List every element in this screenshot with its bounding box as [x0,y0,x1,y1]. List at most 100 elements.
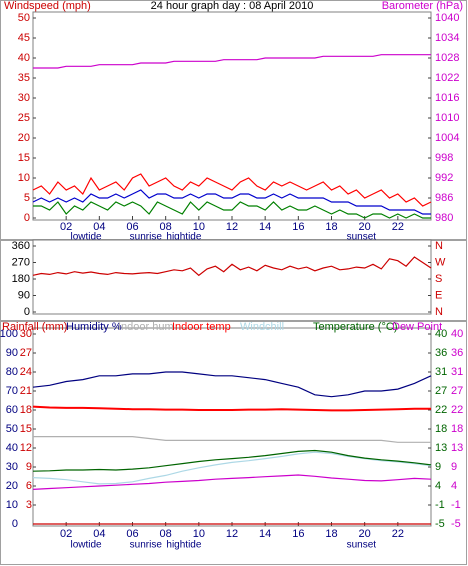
y-tick-label: 9 [26,461,32,473]
series-line [33,436,431,443]
y-tick-label: -1 [451,499,461,511]
legend-label: Humidity % [66,321,122,333]
y-tick-label: 80 [6,366,18,378]
series-line [32,405,431,412]
y-tick-label: 1016 [435,92,459,104]
series-line [32,256,432,277]
y-tick-label: 20 [18,132,30,144]
y-tick-label: 9 [451,461,457,473]
y-tick-label: 0 [24,212,30,224]
y-tick-label: 50 [6,423,18,435]
y-tick-label: 1034 [435,32,459,44]
y-tick-label: 22 [451,404,463,416]
x-tick-label: 10 [193,221,205,233]
y-tick-label: 270 [12,256,30,268]
y-tick-label: 70 [6,385,18,397]
y-tick-label: 1028 [435,52,459,64]
y-tick-label: -1 [435,499,445,511]
y-tick-label: 360 [12,240,30,252]
series-line [32,173,432,207]
y-tick-label: 30 [18,92,30,104]
y-tick-label: S [435,273,442,285]
x-tick-label: 08 [160,528,172,540]
y-tick-label: 1040 [435,12,459,24]
x-tick-label: 06 [126,528,138,540]
x-tick-label: 10 [193,528,205,540]
series-line [32,449,432,472]
y-tick-label: 27 [435,385,447,397]
y-tick-label: 27 [451,385,463,397]
y-tick-label: 9 [435,461,441,473]
y-tick-label: 60 [6,404,18,416]
legend-label: Indoor hum [118,321,174,333]
y-tick-label: 1010 [435,112,459,124]
y-tick-label: 13 [451,442,463,454]
legend-label: Windchill [240,321,284,333]
plot-area [32,327,432,527]
plot-area [32,239,432,315]
y-tick-label: 24 [20,366,32,378]
y-tick-label: 986 [435,192,453,204]
y-tick-label: 980 [435,212,453,224]
x-tick-label: 22 [392,528,404,540]
x-tick-label: 08 [160,221,172,233]
series-line [33,54,431,69]
y-tick-label: 6 [26,480,32,492]
y-tick-label: 4 [435,480,441,492]
x-tick-label: 14 [259,221,271,233]
annotation: lowtide [70,540,102,551]
series-line [33,201,431,219]
y-tick-label: 10 [18,172,30,184]
y-tick-label: N [435,306,443,318]
annotation: hightide [166,540,201,551]
y-tick-label: N [435,240,443,252]
y-tick-label: -5 [435,518,445,530]
y-tick-label: 22 [435,404,447,416]
y-tick-label: 30 [20,328,32,340]
y-tick-label: 12 [20,442,32,454]
legend-label: Temperature (°C) [313,321,397,333]
y-tick-label: W [435,256,446,268]
y2-axis-label: Barometer (hPa) [382,0,463,12]
annotation: hightide [166,232,201,243]
y-tick-label: 13 [435,442,447,454]
y-tick-label: 25 [18,112,30,124]
x-tick-label: 02 [60,221,72,233]
y-tick-label: 180 [12,273,30,285]
x-tick-label: 02 [60,528,72,540]
y-tick-label: 31 [435,366,447,378]
x-tick-label: 12 [226,528,238,540]
y-tick-label: 50 [18,12,30,24]
y-tick-label: 21 [20,385,32,397]
y-tick-label: 18 [451,423,463,435]
y-tick-label: 5 [24,192,30,204]
annotation: sunrise [130,540,163,551]
y-tick-label: 40 [435,328,447,340]
y-tick-label: 35 [18,72,30,84]
y-tick-label: 15 [20,423,32,435]
x-tick-label: 12 [226,221,238,233]
y-tick-label: 4 [451,480,457,492]
y-tick-label: 30 [6,461,18,473]
y-tick-label: 36 [435,347,447,359]
x-tick-label: 04 [93,528,105,540]
x-tick-label: 20 [359,528,371,540]
y-tick-label: 40 [451,328,463,340]
annotation: lowtide [70,232,102,243]
y-tick-label: 3 [26,499,32,511]
y-tick-label: 45 [18,32,30,44]
y-tick-label: 100 [0,328,18,340]
legend-label: Rainfall (mm) [2,321,67,333]
series-line [32,189,431,215]
y-tick-label: 0 [12,518,18,530]
x-tick-label: 20 [359,221,371,233]
series-line [32,474,432,490]
x-tick-label: 14 [259,528,271,540]
y-axis-label: Windspeed (mph) [4,0,91,12]
y-tick-label: 18 [20,404,32,416]
y-tick-label: 1004 [435,132,459,144]
y-tick-label: 90 [18,289,30,301]
y-tick-label: 992 [435,172,453,184]
x-tick-label: 18 [325,528,337,540]
